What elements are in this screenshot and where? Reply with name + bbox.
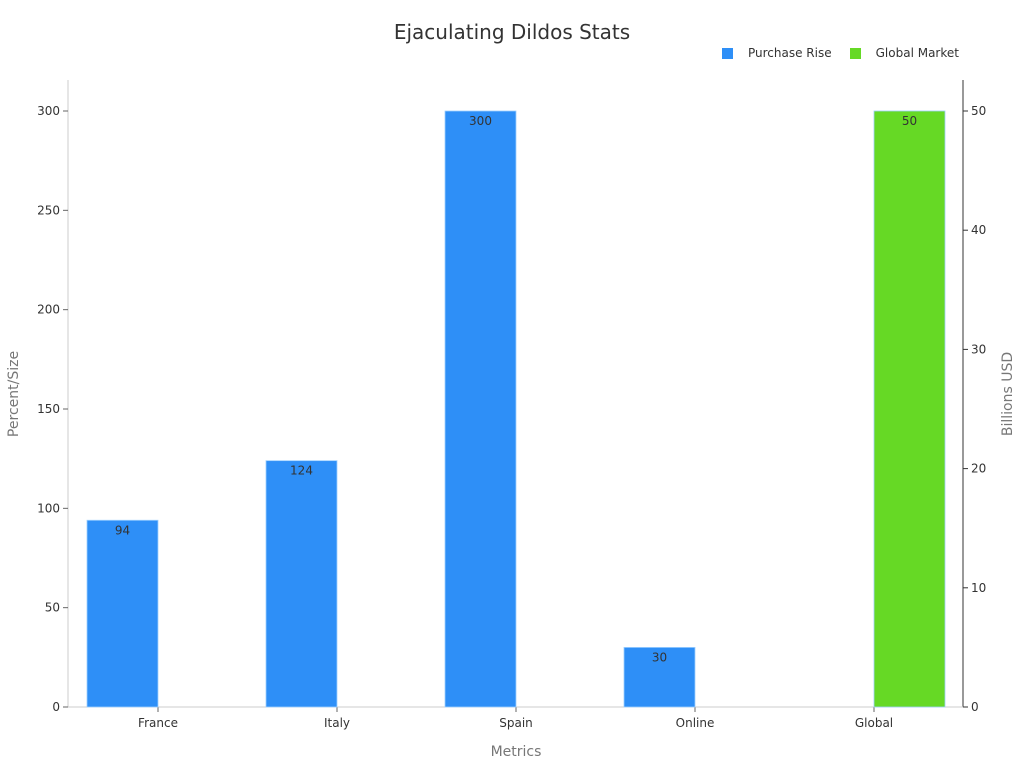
left-axis-tick-label: 0 (52, 700, 60, 714)
bar-online (623, 647, 696, 708)
left-axis-tick-label: 300 (37, 104, 60, 118)
x-axis-tick-label: Global (855, 716, 893, 730)
bar-italy (265, 460, 338, 708)
legend-swatch-purchase-rise (722, 47, 733, 59)
x-axis-tick-label: Italy (324, 716, 350, 730)
x-axis-tick-label: Online (676, 716, 715, 730)
right-axis-tick-label: 0 (971, 700, 979, 714)
bar-global (873, 110, 946, 708)
left-axis-tick-label: 100 (37, 501, 60, 515)
right-axis-tick-label: 30 (971, 342, 986, 356)
chart-title: Ejaculating Dildos Stats (393, 20, 631, 44)
bar-value-label: 94 (115, 523, 130, 537)
bar-value-label: 50 (902, 114, 917, 128)
legend-swatch-global-market (849, 47, 861, 59)
legend: Purchase Rise Global Market (722, 46, 977, 60)
x-axis-tick-label: France (138, 716, 178, 730)
x-axis-title: Metrics (491, 744, 542, 760)
left-axis-tick-label: 250 (37, 203, 60, 217)
bar-value-label: 300 (469, 114, 492, 128)
right-axis-tick-label: 10 (971, 581, 986, 595)
bar-value-label: 30 (652, 650, 667, 664)
bar-value-label: 124 (290, 464, 313, 478)
bar-france (86, 519, 159, 708)
legend-item-purchase-rise[interactable]: Purchase Rise (722, 46, 832, 60)
left-axis-tick-label: 200 (37, 303, 60, 317)
right-axis-title: Billions USD (1000, 352, 1016, 436)
left-axis-tick-label: 150 (37, 402, 60, 416)
legend-label: Purchase Rise (748, 46, 832, 60)
x-axis-tick-label: Spain (499, 716, 533, 730)
right-axis-tick-label: 20 (971, 462, 986, 476)
legend-label: Global Market (875, 46, 959, 60)
left-axis-title: Percent/Size (6, 351, 22, 437)
legend-item-global-market[interactable]: Global Market (849, 46, 959, 60)
right-axis-tick-label: 50 (971, 104, 986, 118)
bar-spain (444, 110, 517, 708)
left-axis-tick-label: 50 (45, 601, 60, 615)
right-axis-tick-label: 40 (971, 223, 986, 237)
